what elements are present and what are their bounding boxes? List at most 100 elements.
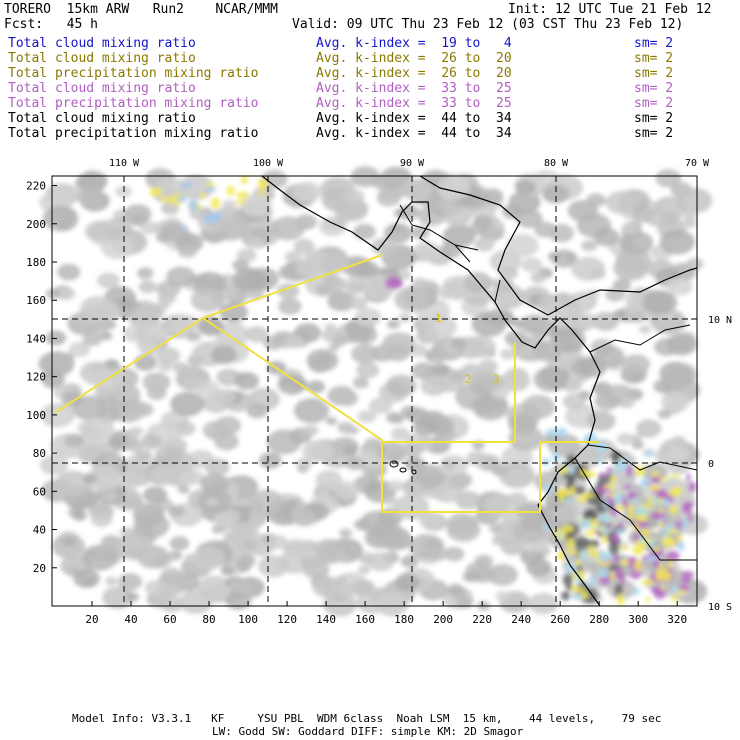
cloud-cell [307,380,326,394]
hydrometeor-patch [566,537,575,550]
cloud-cell [64,433,85,448]
hydrometeor-patch [634,506,649,516]
hydrometeor-patch [612,492,624,504]
legend-smoothing: sm= 2 [634,111,674,126]
hydrometeor-patch [562,499,573,504]
cloud-cell [236,248,257,263]
cloud-cell [127,549,144,561]
y-tick-label: 80 [33,447,46,460]
cloud-cell [77,421,95,434]
cloud-cell [564,252,578,262]
model-info-line-2: LW: Godd SW: Goddard DIFF: simple KM: 2D… [212,725,524,738]
cloud-cell [104,491,118,502]
cloud-cell [245,326,269,343]
cloud-cell [436,175,471,201]
hydrometeor-patch [588,575,596,588]
cloud-cell [105,226,126,241]
hydrometeor-patch [645,596,651,603]
cloud-cell [166,266,196,288]
cloud-cell [234,537,256,553]
cloud-cell [521,510,555,534]
cloud-cell [357,565,371,575]
cloud-cell [461,363,481,378]
cloud-cell [258,452,282,469]
cloud-cell [446,512,479,536]
cloud-cell [534,221,557,238]
cloud-cell [293,398,330,424]
cloud-cell [225,591,252,611]
y-tick-label: 180 [26,256,46,269]
hydrometeor-patch [180,182,193,189]
hydrometeor-patch [646,449,654,457]
hydrometeor-patch [632,545,644,555]
cloud-cell [635,419,662,438]
cloud-cell [315,283,332,295]
cloud-cell [547,433,581,457]
cloud-cell [489,250,522,273]
coastline-caribbean [419,175,698,316]
hydrometeor-patch [668,559,673,569]
cloud-cell [191,546,225,571]
cloud-cell [363,437,383,451]
cloud-cell [46,288,61,299]
cloud-cell [572,312,597,331]
hydrometeor-patch [557,551,565,561]
hydrometeor-patch [659,476,668,482]
hydrometeor-patch [597,458,603,465]
convective-core [560,590,571,601]
cloud-cell [154,445,183,466]
galapagos-islands [389,460,417,475]
cloud-cell [427,546,449,562]
x-tick-label: 320 [667,613,687,626]
cloud-cell [676,187,713,214]
cloud-cell [500,348,516,360]
cloud-cell [278,265,298,280]
cloud-cell [157,291,177,305]
legend-smoothing: sm= 2 [634,51,674,66]
hydrometeor-patch [663,525,676,530]
hydrometeor-patch [597,551,612,562]
legend-smoothing: sm= 2 [634,96,674,111]
axis-labels: 20 40 60 80 100 120 140 160 180 200 220 240 260 280 30… [26,158,732,626]
x-tick-label: 260 [550,613,570,626]
hydrometeor-patch [606,467,613,474]
cloud-cell [367,551,395,572]
x-tick-label: 140 [316,613,336,626]
cloud-cell [124,495,144,510]
cloud-cell [324,323,337,332]
cloud-cell [39,454,69,476]
cloud-cell [140,434,162,450]
cloud-cell [386,412,402,424]
x-tick-label: 20 [85,613,98,626]
hydrometeor-patch [203,186,217,192]
cloud-cell [464,335,496,358]
x-tick-label: 40 [124,613,137,626]
cloud-cell [147,386,167,401]
cloud-cell [302,440,334,463]
hydrometeor-patch [677,540,685,552]
y-tick-label: 100 [26,409,46,422]
cloud-cell [499,462,536,489]
cloud-field [38,166,713,617]
cloud-cell [111,382,139,403]
legend-k-index: Avg. k-index = 33 to 25 [316,81,512,96]
cloud-cell [104,358,120,370]
hydrometeor-patch [613,567,621,573]
cloud-cell [631,440,644,450]
longitude-label: 90 W [400,158,425,169]
hydrometeor-patch [634,559,643,572]
y-tick-label: 60 [33,485,46,498]
cloud-cell [124,204,152,224]
cloud-cell [100,235,134,260]
hydrometeor-patch [611,532,619,544]
country-borders [399,204,698,561]
hydrometeor-patch [680,524,688,529]
legend-k-index: Avg. k-index = 26 to 20 [316,51,512,66]
map-frame-group: 1 2 3 20 40 60 80 100 120 140 160 180 200 220 240 26… [26,158,732,626]
cloud-cell [681,217,697,229]
cloud-cell [495,591,509,601]
cloud-cell [219,302,248,323]
hydrometeor-patch [662,528,668,540]
convective-core [614,583,624,597]
cloud-cell [357,409,377,423]
